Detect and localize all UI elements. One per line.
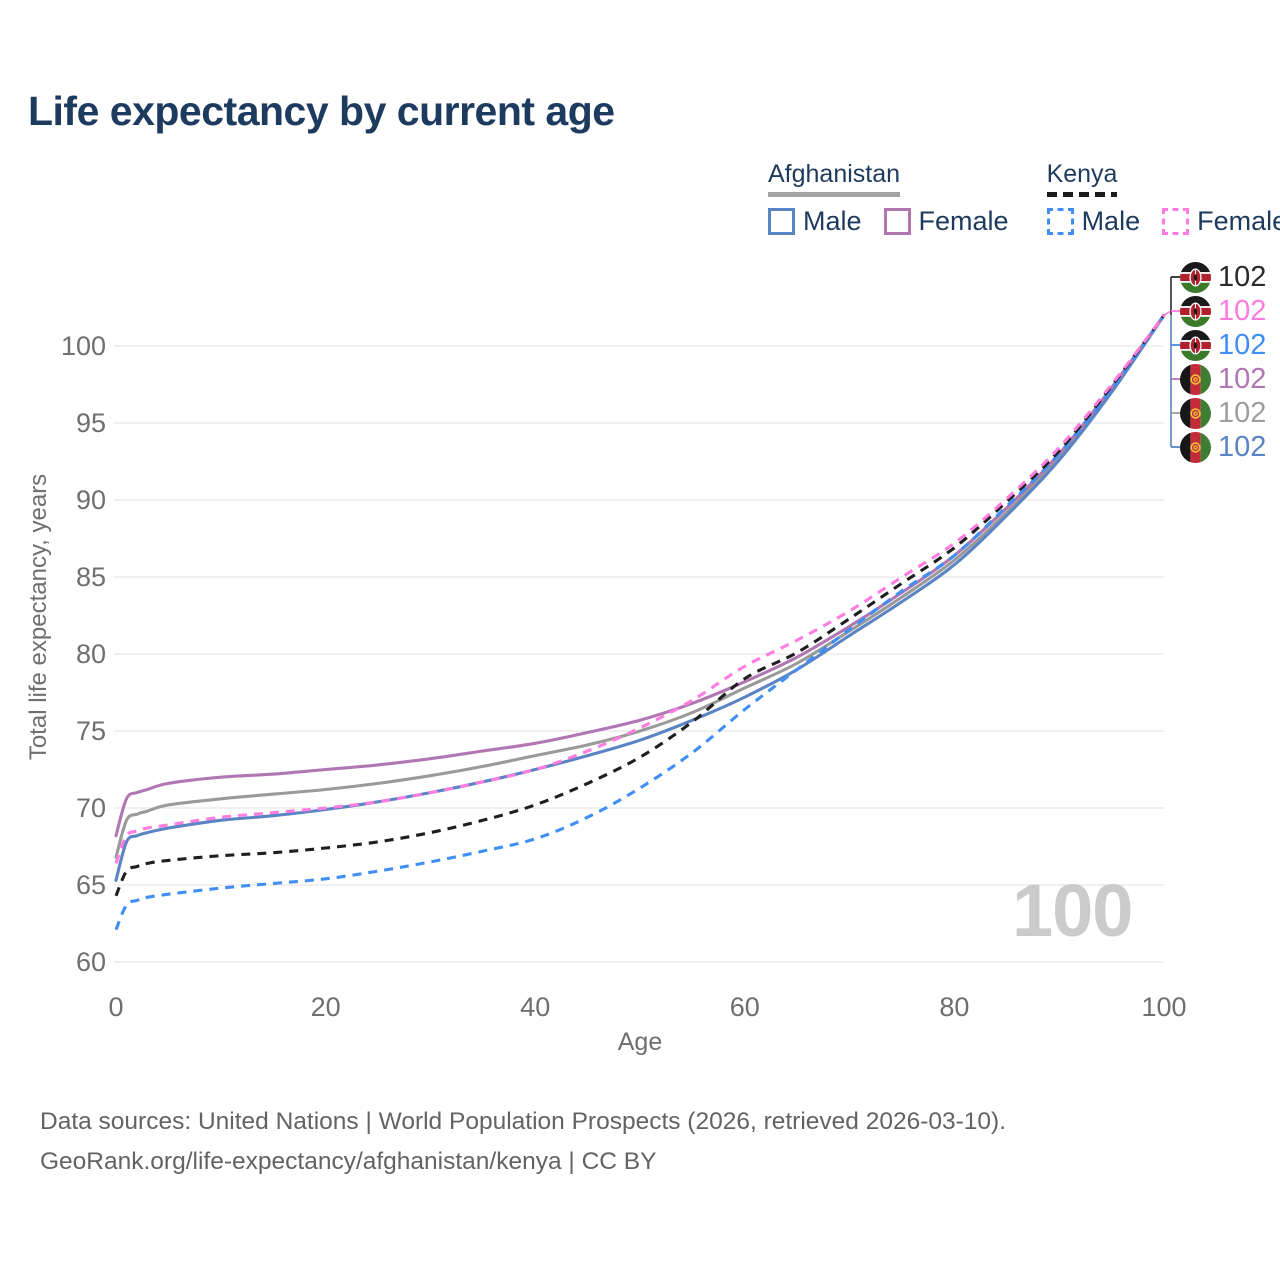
y-tick-label: 100: [61, 331, 106, 361]
page-title: Life expectancy by current age: [28, 88, 615, 134]
series-line-kenya-male[interactable]: [114, 314, 1166, 931]
legend-group-afghanistan: Afghanistan Male Female: [768, 160, 1009, 237]
y-axis-title: Total life expectancy, years: [25, 474, 52, 760]
y-tick-label: 95: [76, 408, 106, 438]
x-tick-label: 80: [939, 992, 969, 1022]
end-value: 102: [1218, 362, 1267, 395]
footer-attribution[interactable]: GeoRank.org/life-expectancy/afghanistan/…: [40, 1148, 657, 1175]
series-line-kenya-all[interactable]: [114, 314, 1166, 897]
end-label-afghanistan-female[interactable]: 102: [1180, 362, 1266, 396]
kenya-flag-icon: [1180, 295, 1211, 327]
y-tick-label: 85: [76, 562, 106, 592]
series-line-kenya-female[interactable]: [114, 314, 1166, 864]
legend: Afghanistan Male Female Kenya Male Femal…: [768, 160, 1280, 237]
y-tick-label: 90: [76, 485, 106, 515]
x-tick-label: 40: [520, 992, 550, 1022]
end-value: 102: [1218, 260, 1267, 293]
afghanistan-flag-icon: [1180, 363, 1211, 395]
legend-country-kenya[interactable]: Kenya: [1046, 160, 1118, 197]
end-label-kenya-all[interactable]: 102: [1180, 260, 1266, 294]
end-label-kenya-female[interactable]: 102: [1180, 294, 1266, 328]
afghanistan-all-line-swatch: [768, 192, 901, 197]
kenya-flag-icon: [1180, 329, 1211, 361]
legend-item-label-male[interactable]: Male: [1081, 206, 1141, 236]
kenya-male-swatch[interactable]: [1046, 208, 1074, 235]
end-value: 102: [1218, 294, 1267, 327]
kenya-flag-icon: [1180, 261, 1211, 293]
legend-item-label-female[interactable]: Female: [918, 206, 1009, 236]
series-line-afghanistan-female[interactable]: [114, 313, 1166, 838]
y-tick-label: 65: [76, 870, 106, 900]
legend-country-label: Afghanistan: [768, 160, 901, 188]
series-line-afghanistan-male[interactable]: [114, 313, 1166, 882]
end-label-afghanistan-all[interactable]: 102: [1180, 396, 1266, 430]
y-tick-label: 60: [76, 947, 106, 977]
end-value: 102: [1218, 396, 1267, 429]
end-value: 102: [1218, 328, 1267, 361]
end-labels: 102 102: [1180, 260, 1266, 464]
x-tick-label: 0: [108, 992, 123, 1022]
y-tick-label: 80: [76, 639, 106, 669]
y-tick-label: 70: [76, 793, 106, 823]
end-value: 102: [1218, 430, 1267, 463]
axis-max-watermark: 100: [1012, 869, 1133, 952]
end-label-kenya-male[interactable]: 102: [1180, 328, 1266, 362]
legend-item-label-male[interactable]: Male: [803, 206, 862, 236]
connector-line: [1163, 310, 1172, 316]
legend-country-label: Kenya: [1046, 160, 1118, 188]
x-tick-label: 20: [311, 992, 341, 1022]
series-line-afghanistan-all[interactable]: [114, 313, 1166, 859]
afghanistan-female-swatch[interactable]: [883, 208, 911, 235]
afghanistan-male-swatch[interactable]: [768, 208, 795, 235]
legend-group-kenya: Kenya Male Female: [1046, 160, 1280, 237]
end-label-afghanistan-male[interactable]: 102: [1180, 430, 1266, 464]
kenya-all-line-swatch: [1046, 192, 1118, 197]
afghanistan-flag-icon: [1180, 397, 1211, 429]
afghanistan-flag-icon: [1180, 431, 1211, 463]
legend-country-afghanistan[interactable]: Afghanistan: [768, 160, 901, 197]
x-axis-title: Age: [618, 1028, 662, 1056]
legend-item-label-female[interactable]: Female: [1197, 206, 1280, 236]
footer: Data sources: United Nations | World Pop…: [40, 1102, 1006, 1182]
kenya-female-swatch[interactable]: [1162, 208, 1190, 235]
x-tick-label: 60: [730, 992, 760, 1022]
y-tick-label: 75: [76, 716, 106, 746]
footer-data-sources: Data sources: United Nations | World Pop…: [40, 1108, 1007, 1135]
x-tick-label: 100: [1141, 992, 1186, 1022]
